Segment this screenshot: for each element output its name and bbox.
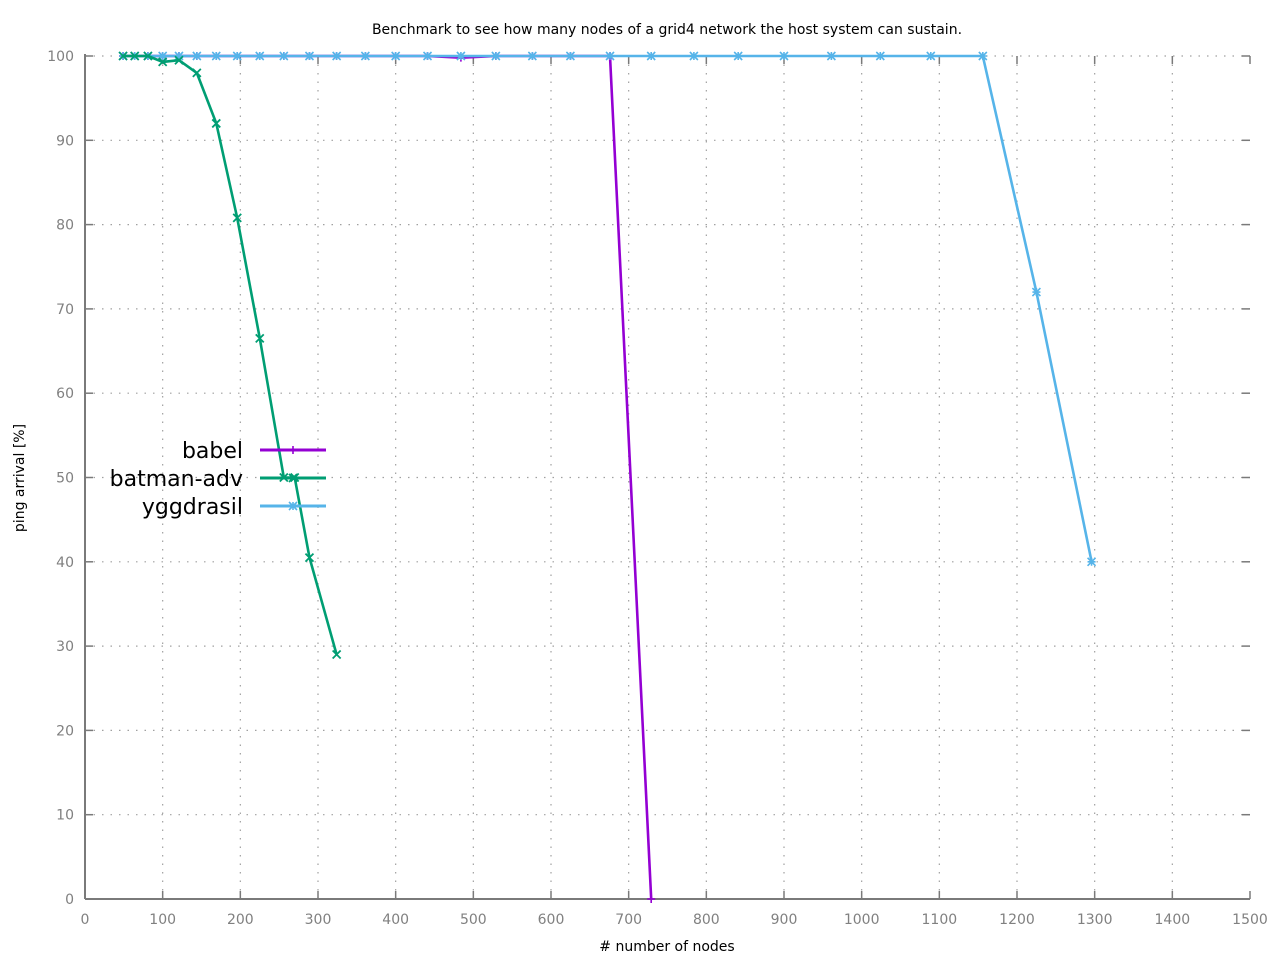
series-line-yggdrasil [123, 54, 1093, 563]
data-point-yggdrasil [304, 51, 315, 61]
data-point-yggdrasil [978, 51, 988, 61]
data-point-yggdrasil [158, 51, 168, 61]
data-point-yggdrasil [1031, 287, 1041, 297]
data-point-batman-adv [174, 55, 184, 65]
x-tick-label: 1200 [999, 912, 1035, 928]
data-point-yggdrasil [779, 51, 789, 61]
data-point-yggdrasil [232, 51, 242, 61]
x-tick-label: 900 [771, 912, 798, 928]
x-tick-label: 1300 [1077, 912, 1113, 928]
data-point-yggdrasil [491, 51, 501, 61]
x-tick-label: 400 [382, 912, 409, 928]
series-batman-adv [118, 51, 342, 660]
data-point-yggdrasil [422, 51, 433, 61]
y-tick-label: 70 [56, 302, 74, 318]
x-tick-label: 300 [305, 912, 332, 928]
x-tick-label: 1000 [844, 912, 880, 928]
data-point-yggdrasil [565, 51, 575, 61]
data-point-batman-adv [118, 51, 128, 61]
y-tick-label: 100 [47, 49, 74, 65]
data-point-yggdrasil [211, 51, 221, 61]
y-tick-labels: 0 10 20 30 40 50 60 70 80 90 100 [47, 49, 74, 908]
data-point-yggdrasil [826, 51, 836, 61]
data-point-yggdrasil [527, 51, 537, 61]
x-tick-labels: 0 100 200 300 400 500 600 700 800 900 1000 1100 1200… [81, 912, 1268, 928]
data-point-batman-adv [192, 68, 202, 78]
legend-marker-batman-adv [288, 473, 298, 483]
data-point-batman-adv [158, 57, 168, 67]
y-tick-label: 50 [56, 471, 74, 487]
series-line-batman-adv [123, 54, 338, 655]
legend-marker-babel [289, 446, 297, 454]
data-point-yggdrasil [926, 51, 936, 61]
legend: babel batman-adv yggdrasil [110, 439, 326, 520]
chart-title: Benchmark to see how many nodes of a gri… [372, 22, 962, 38]
data-point-babel [647, 895, 656, 903]
legend-label-yggdrasil: yggdrasil [142, 495, 243, 520]
y-axis-label: ping arrival [%] [12, 424, 28, 532]
y-tick-label: 0 [65, 892, 74, 908]
data-point-batman-adv [304, 552, 315, 563]
data-point-yggdrasil [1086, 557, 1097, 567]
data-point-batman-adv [143, 51, 153, 61]
data-point-yggdrasil [646, 51, 656, 61]
data-point-yggdrasil [192, 51, 202, 61]
y-tick-label: 20 [56, 723, 74, 739]
y-tick-label: 30 [56, 639, 74, 655]
x-tick-label: 1500 [1232, 912, 1268, 928]
x-tick-label: 800 [693, 912, 720, 928]
data-point-yggdrasil [391, 51, 401, 61]
data-point-batman-adv [232, 213, 242, 223]
x-axis-label: # number of nodes [599, 939, 734, 955]
legend-marker-yggdrasil [288, 501, 298, 511]
x-tick-label: 200 [227, 912, 254, 928]
y-tick-label: 40 [56, 555, 74, 571]
x-tick-label: 100 [149, 912, 176, 928]
data-point-yggdrasil [279, 51, 289, 61]
data-point-batman-adv [332, 649, 342, 660]
y-tick-label: 80 [56, 218, 74, 234]
data-point-yggdrasil [733, 51, 743, 61]
data-point-batman-adv [255, 333, 265, 344]
legend-label-babel: babel [182, 439, 243, 464]
y-tick-label: 90 [56, 133, 74, 149]
legend-label-batman-adv: batman-adv [110, 467, 243, 492]
y-tick-label: 60 [56, 386, 74, 402]
data-point-batman-adv [130, 51, 140, 61]
x-tick-label: 1400 [1155, 912, 1191, 928]
x-tick-label: 1100 [922, 912, 958, 928]
data-point-yggdrasil [875, 51, 885, 61]
data-point-yggdrasil [332, 51, 342, 61]
data-point-batman-adv [211, 118, 221, 129]
data-point-yggdrasil [360, 51, 370, 61]
x-tick-label: 0 [81, 912, 90, 928]
x-tick-label: 700 [615, 912, 642, 928]
data-point-yggdrasil [456, 51, 466, 61]
data-point-yggdrasil [605, 51, 615, 61]
x-tick-label: 600 [538, 912, 565, 928]
y-tick-label: 10 [56, 808, 74, 824]
x-tick-label: 500 [460, 912, 487, 928]
data-point-yggdrasil [689, 51, 699, 61]
series-yggdrasil [118, 51, 1097, 567]
data-point-yggdrasil [174, 51, 184, 61]
data-point-yggdrasil [255, 51, 265, 61]
